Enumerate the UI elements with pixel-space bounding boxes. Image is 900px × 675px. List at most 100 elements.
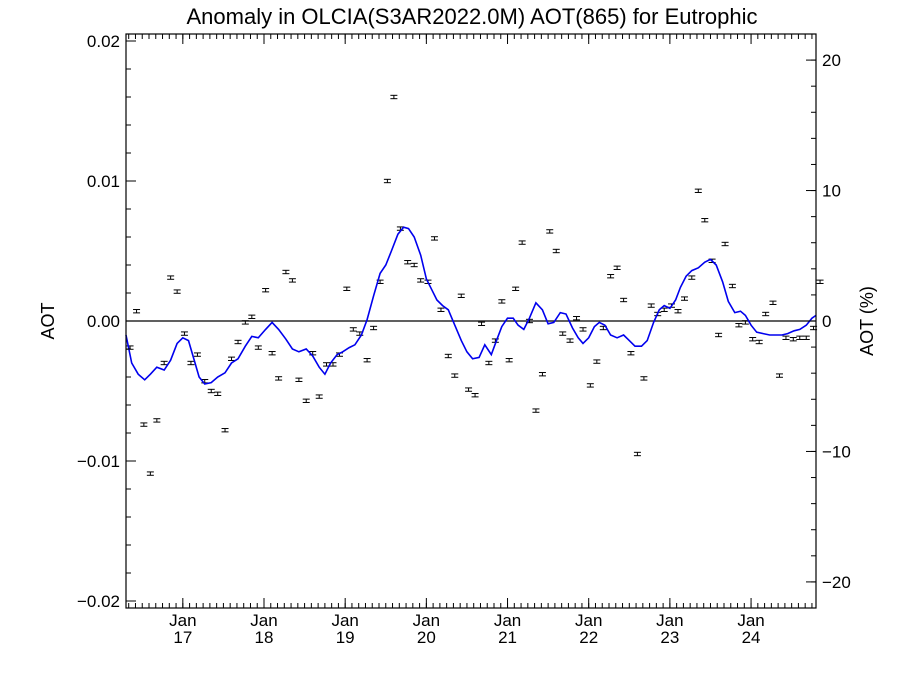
data-point <box>688 275 696 280</box>
x-tick-label-month: Jan <box>575 611 602 630</box>
data-point <box>451 373 459 378</box>
data-point <box>796 335 804 340</box>
data-point <box>410 262 418 268</box>
data-point <box>180 331 188 336</box>
x-tick-label-month: Jan <box>331 611 358 630</box>
x-tick-label-year: 24 <box>742 628 761 647</box>
data-point <box>816 279 824 284</box>
x-tick-label-year: 21 <box>498 628 517 647</box>
data-point <box>140 422 148 427</box>
data-point <box>498 299 506 304</box>
data-point <box>288 278 296 283</box>
data-point <box>343 286 351 291</box>
data-point <box>546 229 554 234</box>
y-tick-label: 0.01 <box>87 172 120 191</box>
data-point <box>552 248 560 254</box>
data-point <box>505 358 513 363</box>
data-point <box>430 236 438 241</box>
x-tick-label-month: Jan <box>737 611 764 630</box>
data-point <box>478 321 486 326</box>
x-tick-label-month: Jan <box>250 611 277 630</box>
data-point <box>133 309 141 314</box>
data-point <box>538 372 546 377</box>
data-point <box>457 293 465 298</box>
data-point <box>735 323 743 328</box>
data-point <box>782 335 790 340</box>
data-point <box>221 428 229 433</box>
data-point <box>282 269 290 275</box>
data-point <box>613 265 621 270</box>
chart-title: Anomaly in OLCIA(S3AR2022.0M) AOT(865) f… <box>186 4 757 29</box>
data-point <box>512 286 520 291</box>
data-point <box>485 360 493 366</box>
y-tick-label: −0.01 <box>77 452 120 471</box>
x-tick-label-month: Jan <box>169 611 196 630</box>
data-point <box>627 351 635 356</box>
data-point <box>383 178 391 184</box>
y-axis-label-right: AOT (%) <box>857 286 877 356</box>
data-point <box>680 296 688 301</box>
data-point <box>262 288 270 293</box>
data-point <box>370 325 378 331</box>
data-point <box>593 359 601 364</box>
data-point <box>153 418 161 423</box>
data-point <box>721 241 729 247</box>
data-point <box>802 335 810 340</box>
y-right-tick-label: −20 <box>822 573 851 592</box>
data-point <box>674 309 682 314</box>
data-point <box>146 471 154 476</box>
data-point <box>633 451 641 457</box>
data-point <box>167 275 175 280</box>
data-point <box>762 311 770 317</box>
data-point <box>579 327 587 332</box>
y-right-tick-label: −10 <box>822 442 851 461</box>
data-point <box>444 353 452 359</box>
data-point <box>437 307 445 312</box>
y-tick-label: 0.02 <box>87 32 120 51</box>
data-point <box>187 360 195 366</box>
y-right-tick-label: 20 <box>822 51 841 70</box>
y-right-tick-label: 10 <box>822 182 841 201</box>
data-point <box>749 337 757 342</box>
smoothed-series-line <box>125 226 817 385</box>
data-point <box>471 393 479 398</box>
data-point <box>173 289 181 294</box>
x-tick-label-year: 23 <box>660 628 679 647</box>
data-point <box>715 332 723 338</box>
data-point <box>254 345 262 350</box>
data-point <box>404 260 412 265</box>
data-point <box>573 316 581 321</box>
data-point <box>234 339 242 345</box>
data-point <box>701 218 709 223</box>
data-point <box>228 356 236 361</box>
data-point <box>465 387 473 392</box>
data-point <box>268 351 276 356</box>
y-tick-label: 0.00 <box>87 312 120 331</box>
data-point <box>566 338 574 343</box>
data-point <box>193 352 201 357</box>
data-point <box>349 327 357 332</box>
plot-area <box>125 94 824 476</box>
data-point <box>295 377 303 382</box>
data-point <box>417 278 425 283</box>
data-point <box>586 383 594 388</box>
y-tick-label: −0.02 <box>77 592 120 611</box>
x-tick-label-year: 19 <box>336 628 355 647</box>
data-point <box>363 358 371 363</box>
axes: 0.020.010.00−0.01−0.0220100−10−20Jan17Ja… <box>77 32 851 647</box>
data-point <box>315 394 323 399</box>
x-tick-label-month: Jan <box>413 611 440 630</box>
data-point <box>640 376 648 381</box>
data-point <box>694 188 702 193</box>
y-axis-label-left: AOT <box>38 302 58 339</box>
data-point <box>390 94 398 100</box>
data-point <box>532 408 540 413</box>
data-point <box>775 373 783 378</box>
data-point <box>518 240 526 245</box>
data-point <box>789 337 797 342</box>
data-point <box>214 391 222 396</box>
x-tick-label-year: 22 <box>579 628 598 647</box>
x-tick-label-month: Jan <box>494 611 521 630</box>
data-point <box>620 297 628 303</box>
data-point <box>647 303 655 308</box>
